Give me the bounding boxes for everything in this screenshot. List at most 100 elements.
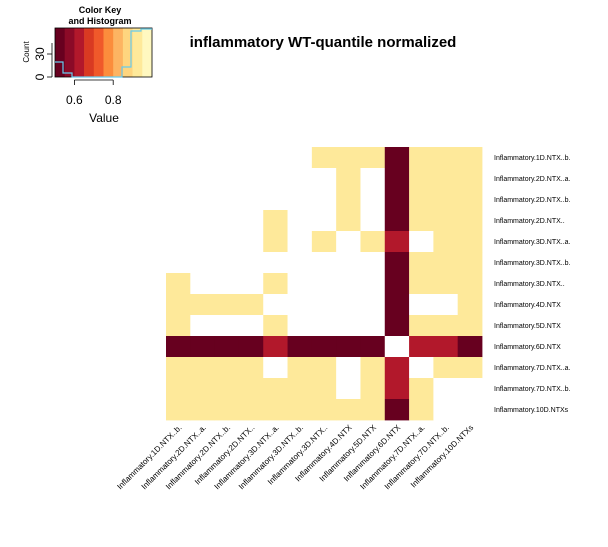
heatmap-cell: [238, 315, 264, 337]
heatmap-cell: [433, 273, 459, 295]
color-key-band: [93, 28, 104, 77]
heatmap-cell: [457, 231, 483, 253]
heatmap-cell: [433, 231, 459, 253]
heatmap-cell: [409, 357, 434, 379]
heatmap-cell: [360, 357, 386, 379]
chart-title: inflammatory WT-quantile normalized: [190, 34, 457, 51]
heatmap-cell: [238, 336, 264, 358]
row-label: Inflammatory.4D.NTX: [494, 302, 561, 309]
color-key-band: [64, 28, 75, 77]
color-key-x-tick-label: 0.6: [66, 93, 83, 107]
heatmap-cell: [166, 294, 191, 316]
heatmap-cell: [214, 252, 240, 274]
heatmap-cell: [166, 252, 191, 274]
heatmap-cell: [263, 294, 288, 316]
heatmap-cell: [409, 315, 434, 337]
heatmap-cell: [166, 357, 191, 379]
color-key-title-line-1: Color Key: [79, 5, 122, 15]
heatmap-cell: [238, 294, 264, 316]
heatmap-cell: [409, 294, 434, 316]
heatmap-cell: [214, 189, 240, 211]
row-label: Inflammatory.6D.NTX: [494, 344, 561, 351]
row-label: Inflammatory.2D.NTX..b.: [494, 197, 571, 204]
heatmap-cell: [336, 315, 361, 337]
heatmap-cell: [409, 231, 434, 253]
heatmap-cell: [311, 252, 337, 274]
heatmap-cell: [190, 315, 216, 337]
heatmap-cell: [384, 315, 410, 337]
heatmap-cell: [360, 399, 386, 421]
heatmap-cell: [190, 399, 216, 421]
heatmap-cell: [263, 336, 288, 358]
heatmap-cell: [287, 315, 313, 337]
color-key-band: [55, 28, 65, 77]
heatmap-cell: [336, 189, 361, 211]
heatmap-cell: [238, 210, 264, 232]
heatmap-cell: [190, 357, 216, 379]
color-key-band: [132, 28, 143, 77]
heatmap-cell: [166, 147, 191, 169]
heatmap-cell: [457, 147, 483, 169]
heatmap-cell: [457, 357, 483, 379]
heatmap-cell: [384, 273, 410, 295]
color-key-y-tick-label: 30: [33, 47, 47, 61]
heatmap-cell: [336, 399, 361, 421]
heatmap-cell: [190, 168, 216, 190]
color-key-band: [142, 28, 153, 77]
heatmap-cell: [214, 336, 240, 358]
row-labels: Inflammatory.1D.NTX..b. Inflammatory.2D.N…: [494, 155, 571, 414]
heatmap-cell: [360, 336, 386, 358]
heatmap-cell: [433, 357, 459, 379]
color-key-x-axis: 0.6 0.8: [66, 79, 122, 107]
heatmap-cell: [263, 378, 288, 400]
heatmap-cell: [214, 315, 240, 337]
heatmap-cell: [433, 168, 459, 190]
row-label: Inflammatory.2D.NTX..: [494, 218, 565, 225]
heatmap-cell: [336, 147, 361, 169]
color-key-ylabel: Count: [22, 41, 31, 63]
row-label: Inflammatory.3D.NTX..: [494, 281, 565, 288]
color-key-band: [74, 28, 85, 77]
heatmap-cell: [457, 210, 483, 232]
heatmap-cell: [311, 294, 337, 316]
heatmap-cell: [457, 294, 483, 316]
heatmap-cell: [166, 231, 191, 253]
heatmap-cell: [360, 210, 386, 232]
heatmap-cell: [166, 315, 191, 337]
heatmap-cell: [311, 168, 337, 190]
color-key-xlabel: Value: [89, 111, 119, 125]
heatmap-cell: [263, 273, 288, 295]
heatmap-cell: [433, 252, 459, 274]
heatmap-cell: [287, 399, 313, 421]
heatmap-cell: [360, 273, 386, 295]
heatmap-cell: [287, 252, 313, 274]
heatmap-cell: [433, 336, 459, 358]
color-key-bands: [55, 28, 153, 77]
heatmap-cell: [409, 273, 434, 295]
heatmap-cell: [311, 315, 337, 337]
row-label: Inflammatory.7D.NTX..b.: [494, 386, 571, 393]
heatmap-cells: [166, 147, 483, 421]
heatmap-cell: [433, 378, 459, 400]
heatmap-cell: [336, 273, 361, 295]
heatmap-cell: [287, 294, 313, 316]
heatmap-cell: [166, 168, 191, 190]
heatmap-cell: [311, 273, 337, 295]
color-key: Color Key and Histogram 0.6 0.8 0 30 Value…: [22, 5, 153, 125]
heatmap-cell: [433, 147, 459, 169]
heatmap-cell: [409, 378, 434, 400]
heatmap-cell: [190, 231, 216, 253]
heatmap-cell: [457, 378, 483, 400]
heatmap-cell: [287, 336, 313, 358]
row-label: Inflammatory.3D.NTX..a.: [494, 239, 571, 246]
heatmap-cell: [214, 231, 240, 253]
heatmap-cell: [238, 399, 264, 421]
heatmap-cell: [433, 315, 459, 337]
heatmap-cell: [336, 210, 361, 232]
color-key-y-tick-label: 0: [33, 73, 47, 80]
heatmap-cell: [336, 168, 361, 190]
heatmap-cell: [238, 189, 264, 211]
heatmap-cell: [287, 231, 313, 253]
heatmap-cell: [166, 399, 191, 421]
